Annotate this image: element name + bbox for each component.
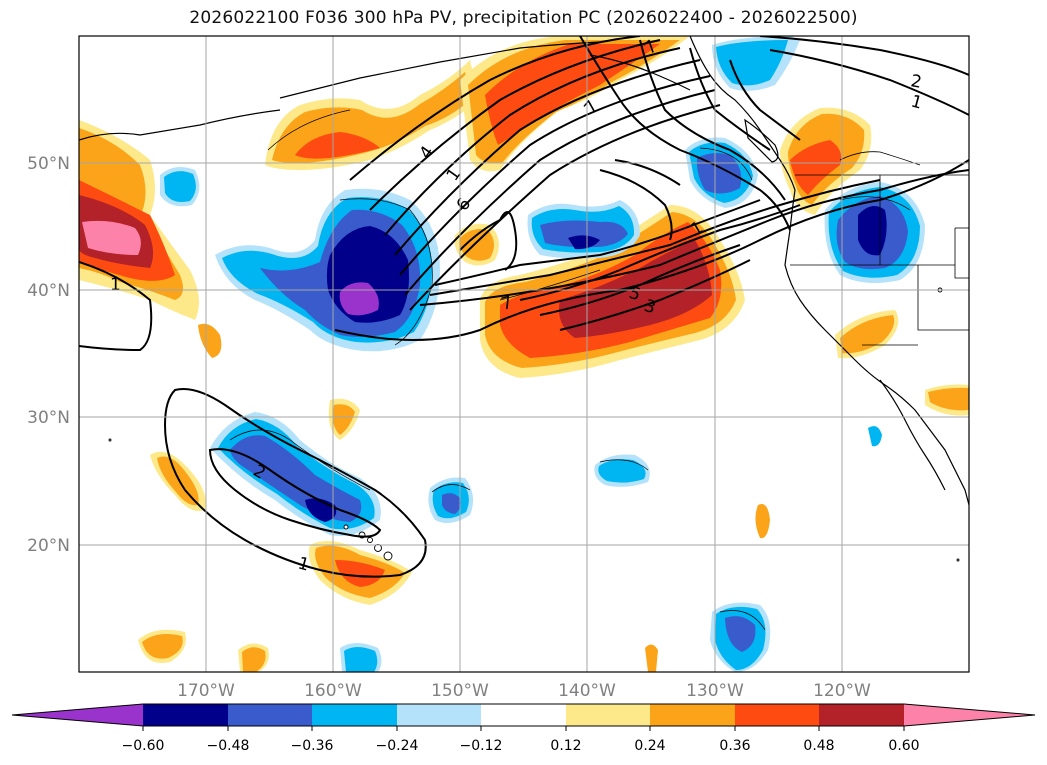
lat-label: 30°N — [27, 408, 70, 428]
lat-label: 40°N — [27, 281, 70, 301]
colorbar-segment — [650, 704, 735, 726]
colorbar-tick-label: −0.60 — [122, 738, 165, 754]
coastline-layer — [79, 36, 969, 506]
pv-contour-layer — [79, 36, 969, 578]
colorbar-tick-label: −0.36 — [291, 738, 334, 754]
border-layer — [790, 151, 969, 346]
islands-layer — [108, 287, 960, 562]
lon-label: 140°W — [558, 681, 616, 701]
contour-label: 7 — [499, 293, 515, 315]
colorbar-segment — [397, 704, 481, 726]
colorbar-tick-label: 0.60 — [888, 738, 919, 754]
lon-label: 170°W — [177, 681, 235, 701]
contour-label: 1 — [296, 554, 312, 576]
lat-label: 50°N — [27, 154, 70, 174]
gridline-layer — [79, 36, 969, 672]
colorbar-tick-label: 0.48 — [803, 738, 834, 754]
colorbar-extend-max — [904, 704, 1035, 726]
colorbar-tick-label: −0.48 — [207, 738, 250, 754]
lat-label: 20°N — [27, 536, 70, 556]
plot-frame — [78, 35, 970, 673]
precip-fill-layer — [79, 36, 969, 672]
colorbar-tick-label: 0.36 — [719, 738, 750, 754]
colorbar-segment — [566, 704, 650, 726]
colorbar-tick-label: 0.24 — [634, 738, 665, 754]
lat-label-layer: 50°N 40°N 30°N 20°N — [27, 154, 70, 556]
colorbar-segment — [481, 704, 566, 726]
lon-label: 150°W — [431, 681, 489, 701]
map-title: 2026022100 F036 300 hPa PV, precipitatio… — [189, 8, 858, 28]
lon-label: 120°W — [813, 681, 871, 701]
colorbar-segment — [735, 704, 819, 726]
colorbar-segment — [228, 704, 312, 726]
lon-label: 130°W — [686, 681, 744, 701]
colorbar-tick-label: −0.12 — [460, 738, 503, 754]
lon-label: 160°W — [304, 681, 362, 701]
colorbar-segment — [143, 704, 228, 726]
colorbar-segment — [312, 704, 397, 726]
colorbar-tick-label: 0.12 — [550, 738, 581, 754]
colorbar-tick-label: −0.24 — [376, 738, 419, 754]
lon-label-layer: 170°W 160°W 150°W 140°W 130°W 120°W — [177, 681, 871, 701]
colorbar: −0.60 −0.48 −0.36 −0.24 −0.12 0.12 0.24 … — [11, 703, 1036, 754]
contour-label: 2 — [909, 71, 923, 93]
colorbar-extend-min — [12, 704, 143, 726]
colorbar-segment — [819, 704, 904, 726]
contour-label: 1 — [110, 275, 121, 295]
contour-label: 1 — [909, 92, 925, 114]
